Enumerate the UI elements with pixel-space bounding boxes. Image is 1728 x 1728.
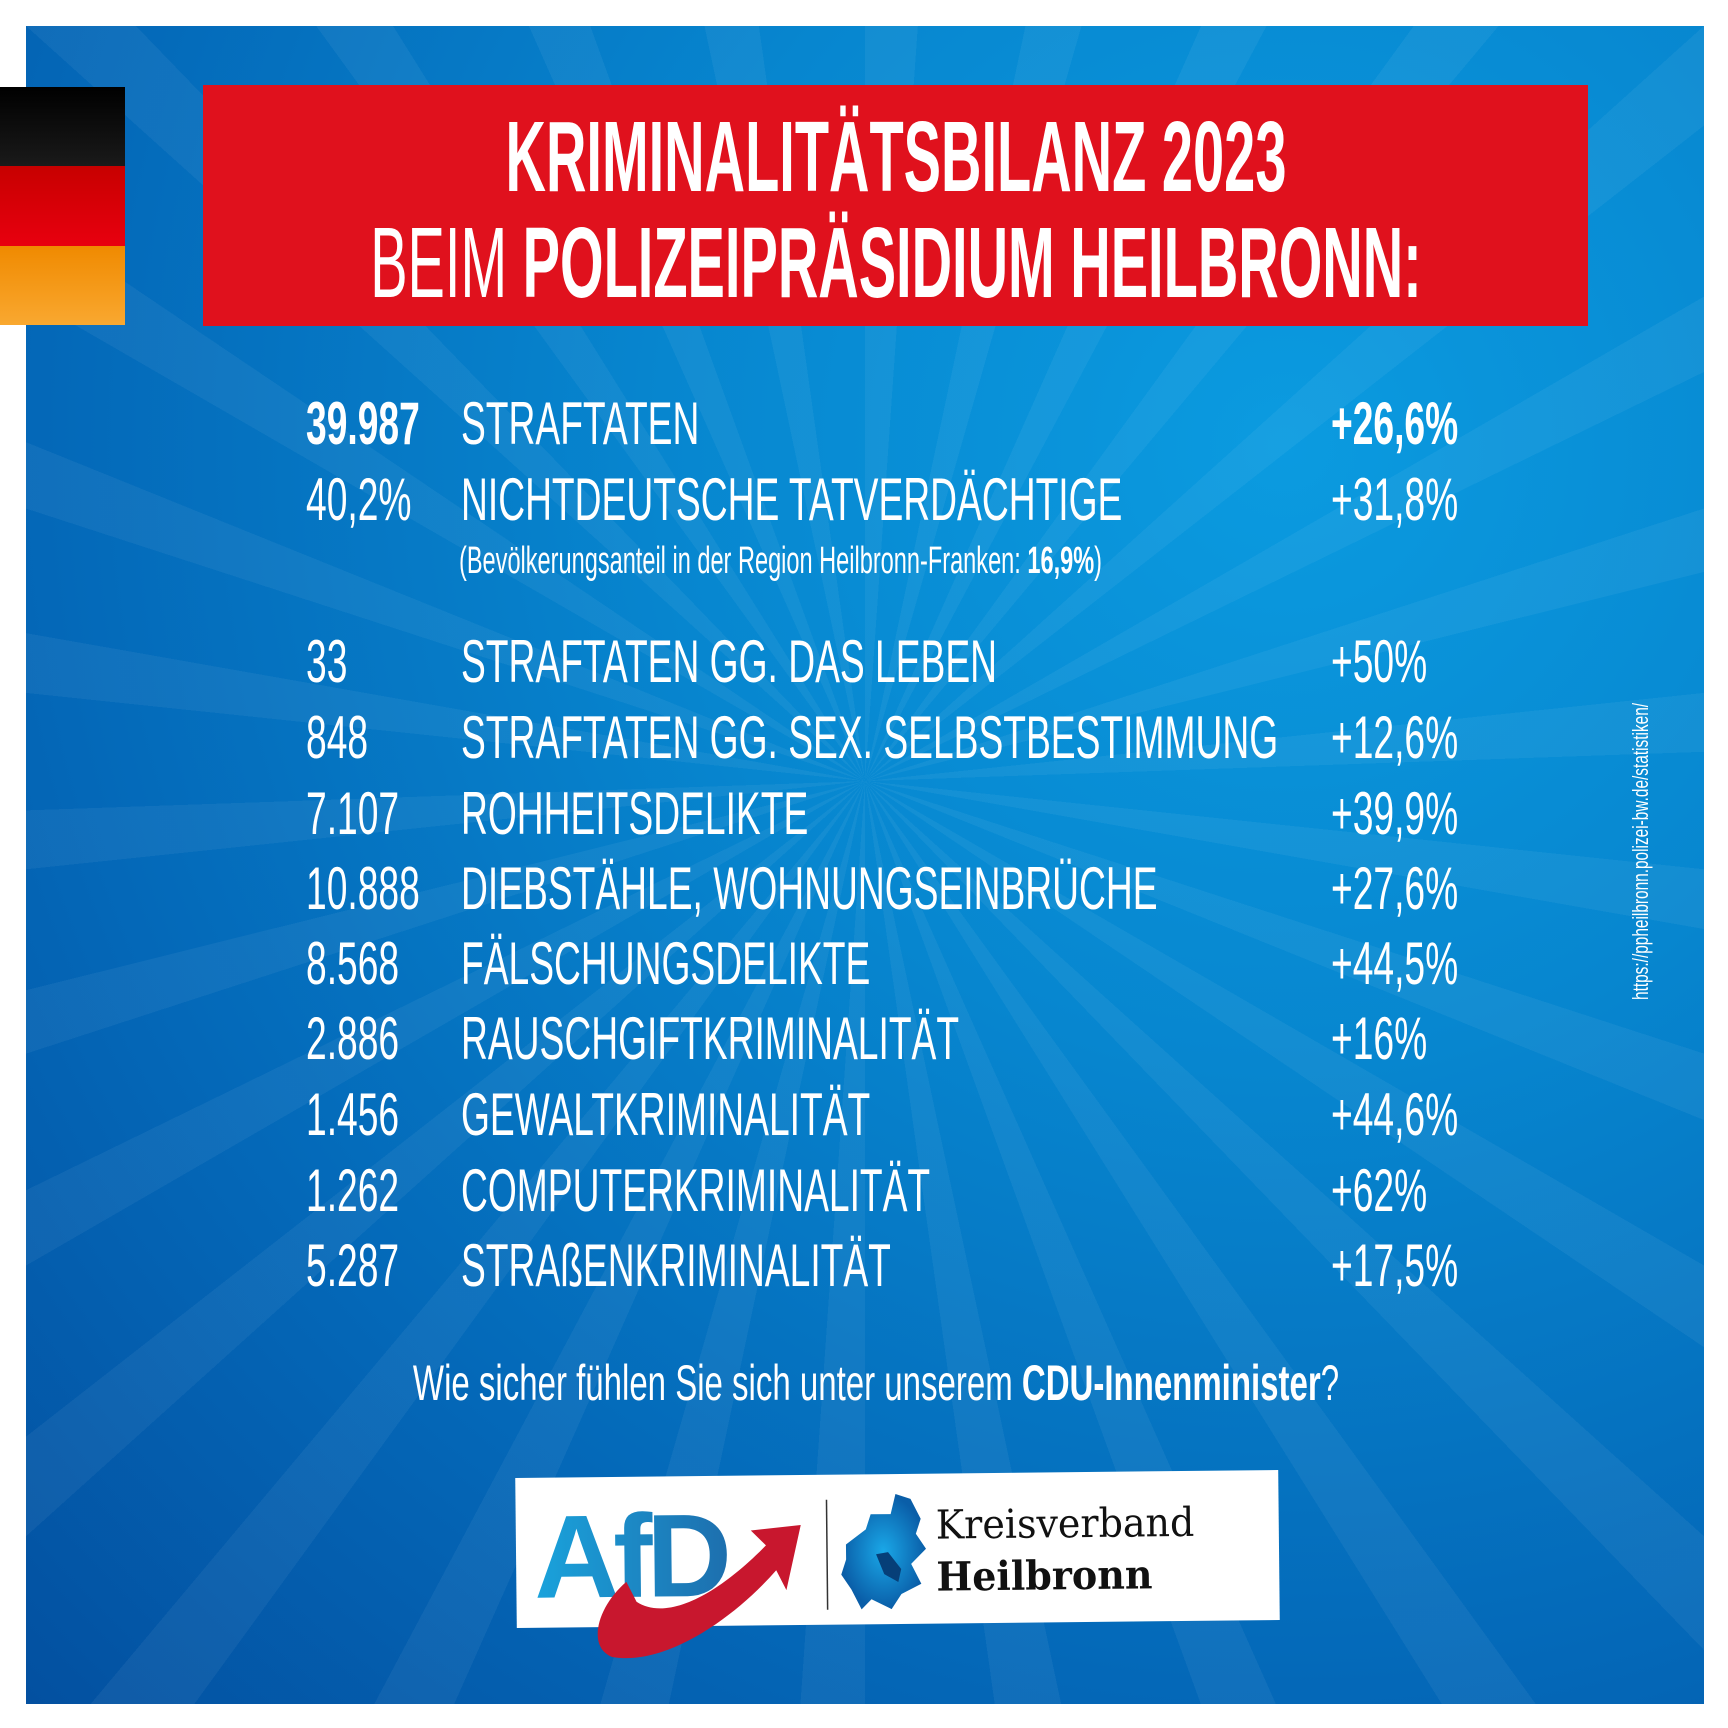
stat-label: RAUSCHGIFTKRIMINALITÄT (461, 1005, 960, 1072)
stat-change: +39,9% (1331, 780, 1459, 847)
stat-number: 1.456 (306, 1081, 400, 1148)
logo-line-1: Kreisverband (935, 1499, 1195, 1549)
stat-change: +31,8% (1331, 466, 1459, 533)
stat-label: STRAFTATEN GG. DAS LEBEN (461, 628, 998, 695)
stat-change: +26,6% (1331, 390, 1459, 457)
source-url[interactable]: https://ppheilbronn.polizei-bw.de/statis… (1628, 702, 1653, 1000)
stat-number: 2.886 (306, 1005, 400, 1072)
stat-row: 39.987 STRAFTATEN +26,6% (0, 394, 1728, 456)
german-flag (0, 87, 125, 325)
stat-label: STRAFTATEN GG. SEX. SELBSTBESTIMMUNG (461, 704, 1279, 771)
note-text: (Bevölkerungsanteil in der Region Heilbr… (459, 540, 1028, 582)
stat-label: STRAßENKRIMINALITÄT (461, 1232, 891, 1299)
stat-change: +17,5% (1331, 1232, 1459, 1299)
stat-row: 848 STRAFTATEN GG. SEX. SELBSTBESTIMMUNG +… (0, 708, 1728, 770)
stat-change: +62% (1331, 1157, 1428, 1224)
region-map-icon (841, 1494, 926, 1610)
title-line-2-bold: POLIZEIPRÄSIDIUM HEILBRONN: (522, 207, 1422, 319)
stat-number: 33 (306, 628, 348, 695)
title-line-2: BEIM POLIZEIPRÄSIDIUM HEILBRONN: (370, 213, 1422, 313)
stat-change: +12,6% (1331, 704, 1459, 771)
stat-number: 848 (306, 704, 369, 771)
stat-label: FÄLSCHUNGSDELIKTE (461, 930, 871, 997)
logo-line-2: Heilbronn (936, 1551, 1153, 1601)
stat-number: 8.568 (306, 930, 400, 997)
heilbronn-city-icon (876, 1552, 902, 1582)
question-bold: CDU-Innenminister (1021, 1355, 1321, 1411)
stat-label: ROHHEITSDELIKTE (461, 780, 809, 847)
stat-row: 8.568 FÄLSCHUNGSDELIKTE +44,5% (0, 934, 1728, 996)
stat-row: 40,2% NICHTDEUTSCHE TATVERDÄCHTIGE +31,8% (0, 470, 1728, 532)
afd-kreisverband-logo: AfD Kreisverband Heilbronn (515, 1470, 1280, 1659)
stat-number: 40,2% (306, 466, 412, 533)
stat-change: +44,6% (1331, 1081, 1459, 1148)
stat-row: 10.888 DIEBSTÄHLE, WOHNUNGSEINBRÜCHE +27,6… (0, 859, 1728, 921)
question-mark: ? (1320, 1355, 1340, 1411)
stat-number: 7.107 (306, 780, 400, 847)
note-value: 16,9% (1027, 540, 1095, 582)
stat-row: 5.287 STRAßENKRIMINALITÄT +17,5% (0, 1236, 1728, 1298)
stat-change: +27,6% (1331, 855, 1459, 922)
note-suffix: ) (1094, 540, 1103, 582)
stat-row: 7.107 ROHHEITSDELIKTE +39,9% (0, 784, 1728, 846)
question-text: Wie sicher fühlen Sie sich unter unserem (412, 1355, 1022, 1411)
stat-number: 39.987 (306, 390, 420, 457)
logo-divider (825, 1499, 829, 1610)
stat-label: DIEBSTÄHLE, WOHNUNGSEINBRÜCHE (461, 855, 1158, 922)
stat-number: 1.262 (306, 1157, 400, 1224)
title-banner: KRIMINALITÄTSBILANZ 2023 BEIM POLIZEIPRÄ… (203, 85, 1588, 326)
stat-number: 10.888 (306, 855, 420, 922)
stat-row: 33 STRAFTATEN GG. DAS LEBEN +50% (0, 632, 1728, 694)
closing-question: Wie sicher fühlen Sie sich unter unserem… (413, 1358, 1339, 1408)
title-line-2-light: BEIM (369, 207, 523, 319)
afd-logo-graphic: AfD (533, 1490, 926, 1659)
stat-change: +44,5% (1331, 930, 1459, 997)
stat-number: 5.287 (306, 1232, 400, 1299)
stat-change: +16% (1331, 1005, 1428, 1072)
stat-label: STRAFTATEN (461, 390, 700, 457)
stat-row: 1.456 GEWALTKRIMINALITÄT +44,6% (0, 1085, 1728, 1147)
stat-label: GEWALTKRIMINALITÄT (461, 1081, 871, 1148)
stat-row: 1.262 COMPUTERKRIMINALITÄT +62% (0, 1161, 1728, 1223)
population-note: (Bevölkerungsanteil in der Region Heilbr… (459, 542, 1102, 580)
stat-label: COMPUTERKRIMINALITÄT (461, 1157, 931, 1224)
red-arrow-icon (597, 1525, 801, 1659)
stat-change: +50% (1331, 628, 1428, 695)
title-line-1: KRIMINALITÄTSBILANZ 2023 (505, 101, 1286, 213)
stat-label: NICHTDEUTSCHE TATVERDÄCHTIGE (461, 466, 1123, 533)
stat-row: 2.886 RAUSCHGIFTKRIMINALITÄT +16% (0, 1009, 1728, 1071)
